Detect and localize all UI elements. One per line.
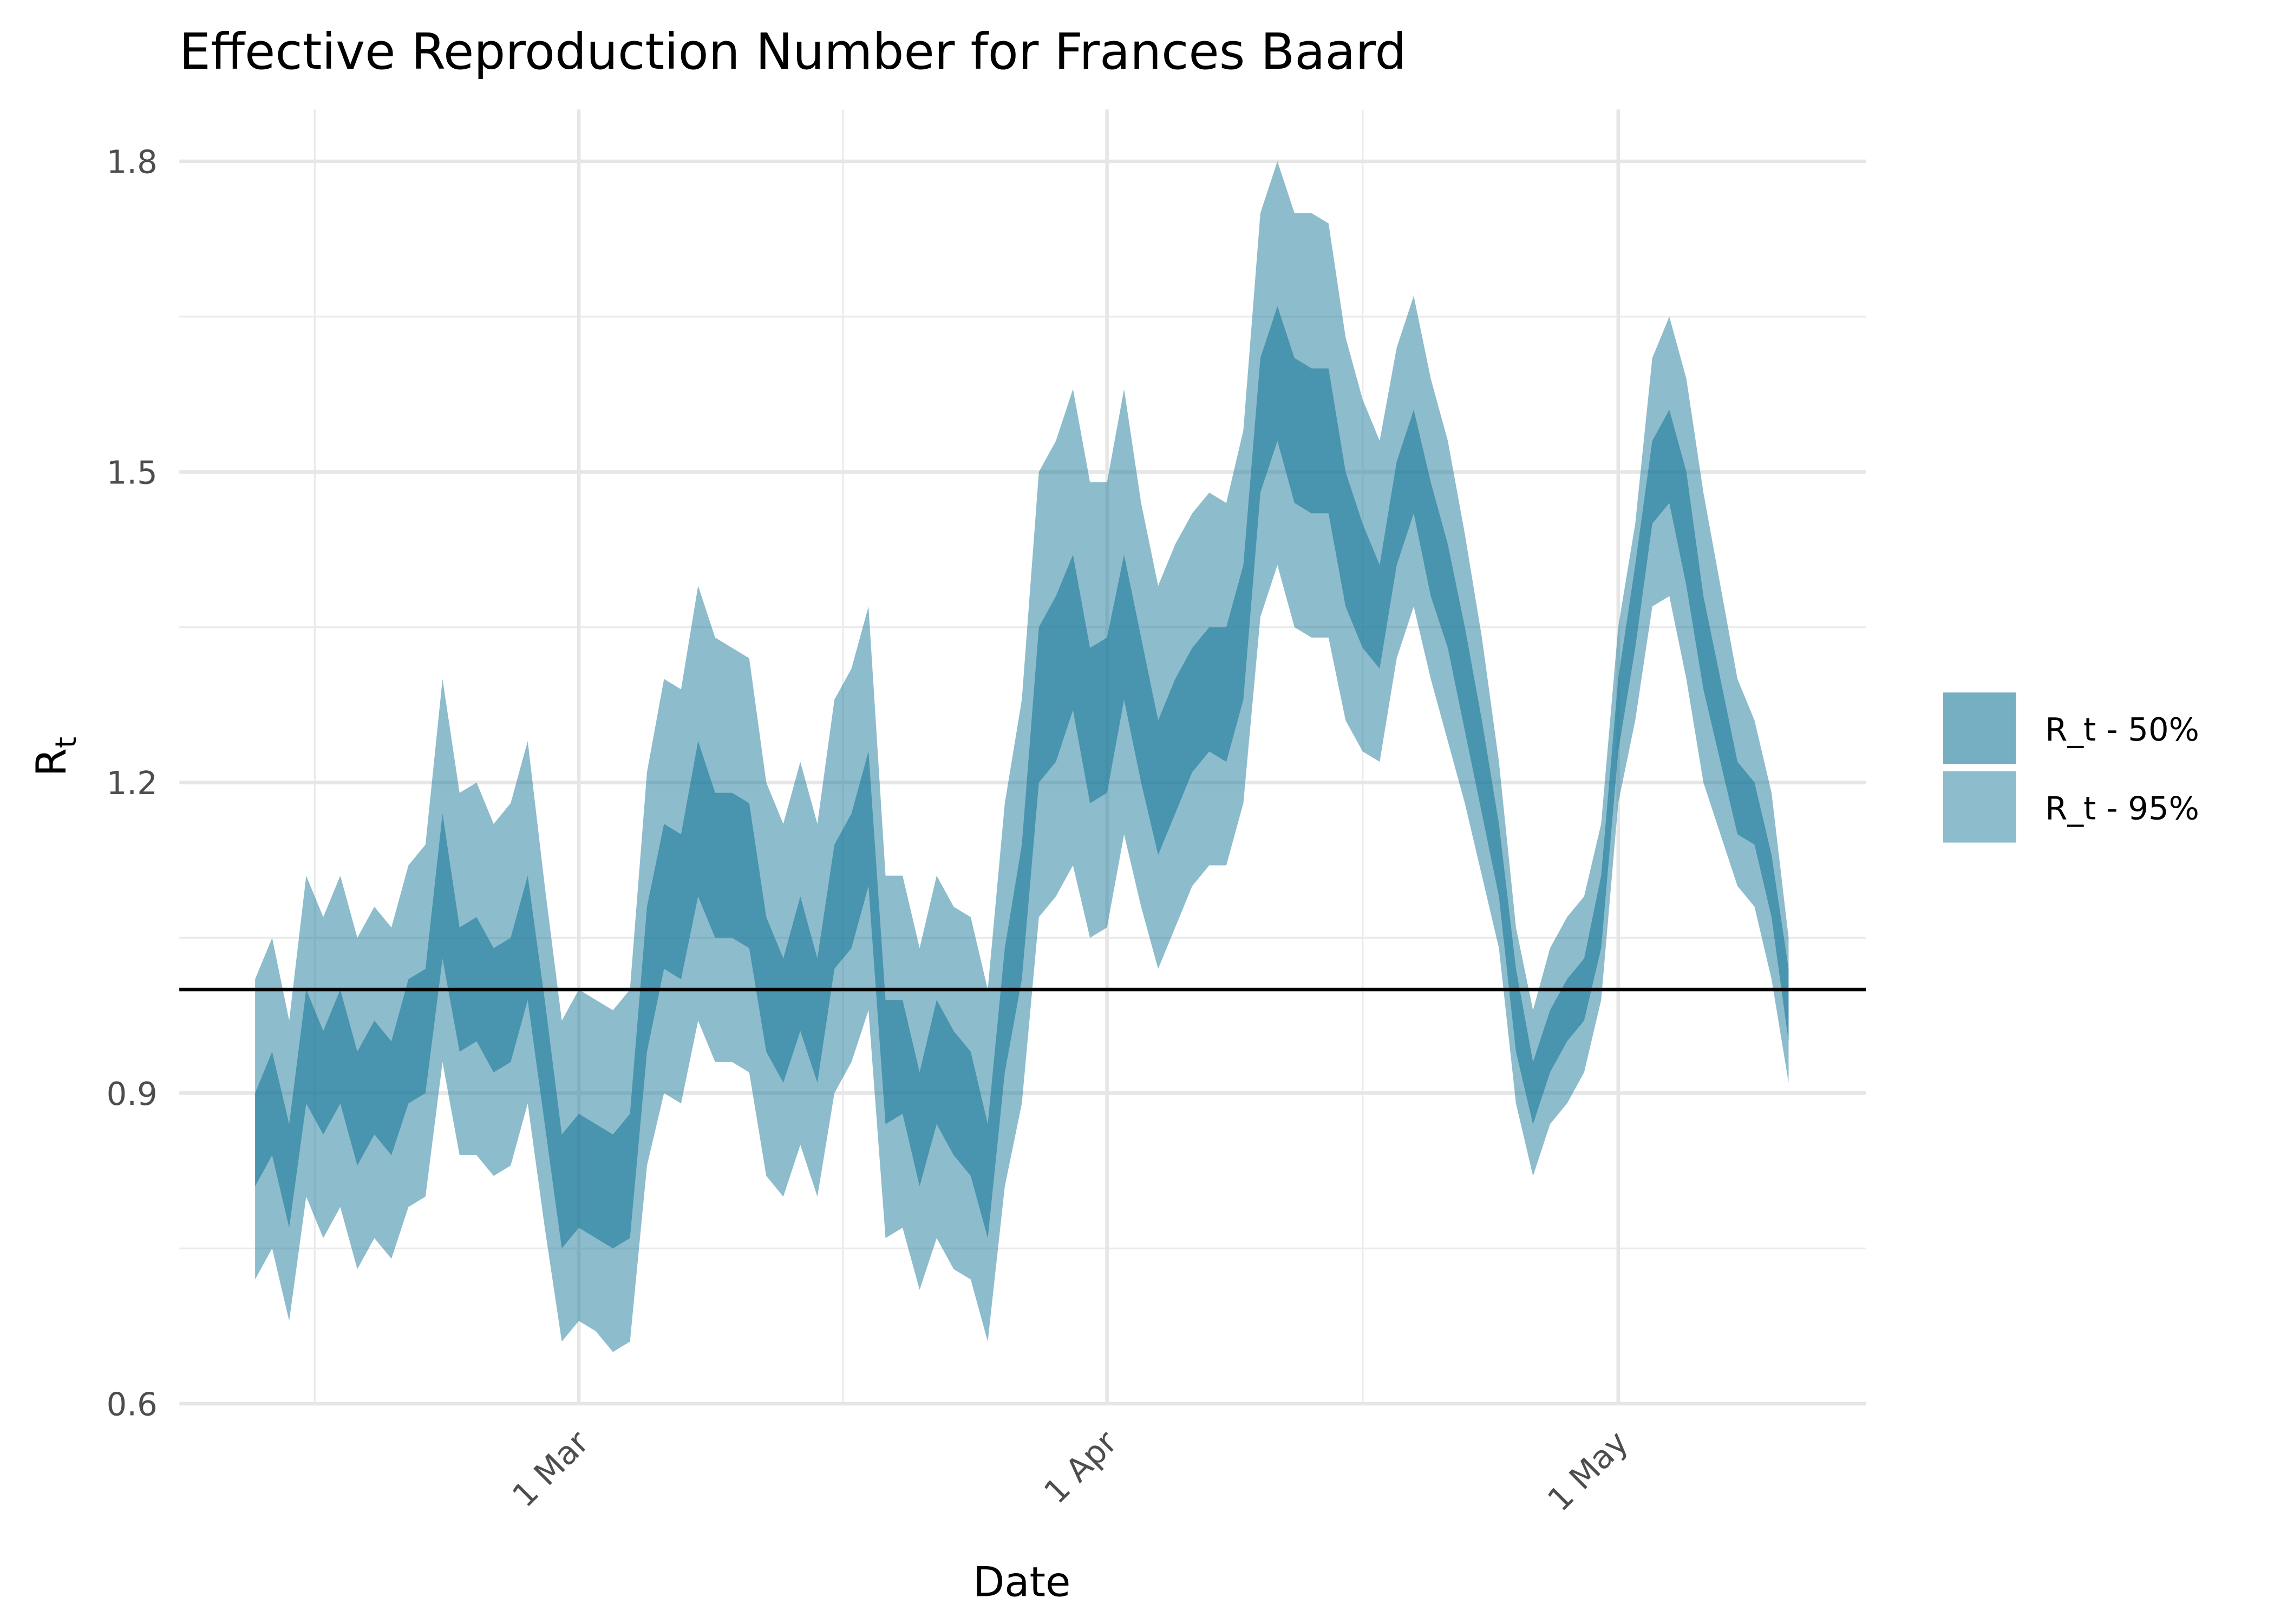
y-axis-title-main: R	[28, 748, 75, 776]
chart-title: Effective Reproduction Number for France…	[179, 23, 1406, 81]
legend-label: R_t - 50%	[2045, 711, 2199, 748]
y-tick-label: 1.8	[107, 143, 158, 180]
legend: R_t - 50% R_t - 95%	[1943, 692, 2199, 843]
legend-label: R_t - 95%	[2045, 789, 2199, 827]
x-axis-title: Date	[973, 1558, 1070, 1606]
y-axis-title-subscript: t	[49, 737, 83, 748]
legend-key	[1943, 692, 2016, 764]
y-tick-label: 1.2	[107, 764, 158, 802]
plot-area	[179, 161, 1866, 1352]
legend-key	[1943, 771, 2016, 843]
y-tick-label: 1.5	[107, 454, 158, 491]
y-tick-label: 0.6	[107, 1386, 158, 1423]
y-axis-title: Rt	[28, 737, 83, 776]
ribbon	[255, 306, 1789, 1249]
y-tick-label: 0.9	[107, 1075, 158, 1112]
